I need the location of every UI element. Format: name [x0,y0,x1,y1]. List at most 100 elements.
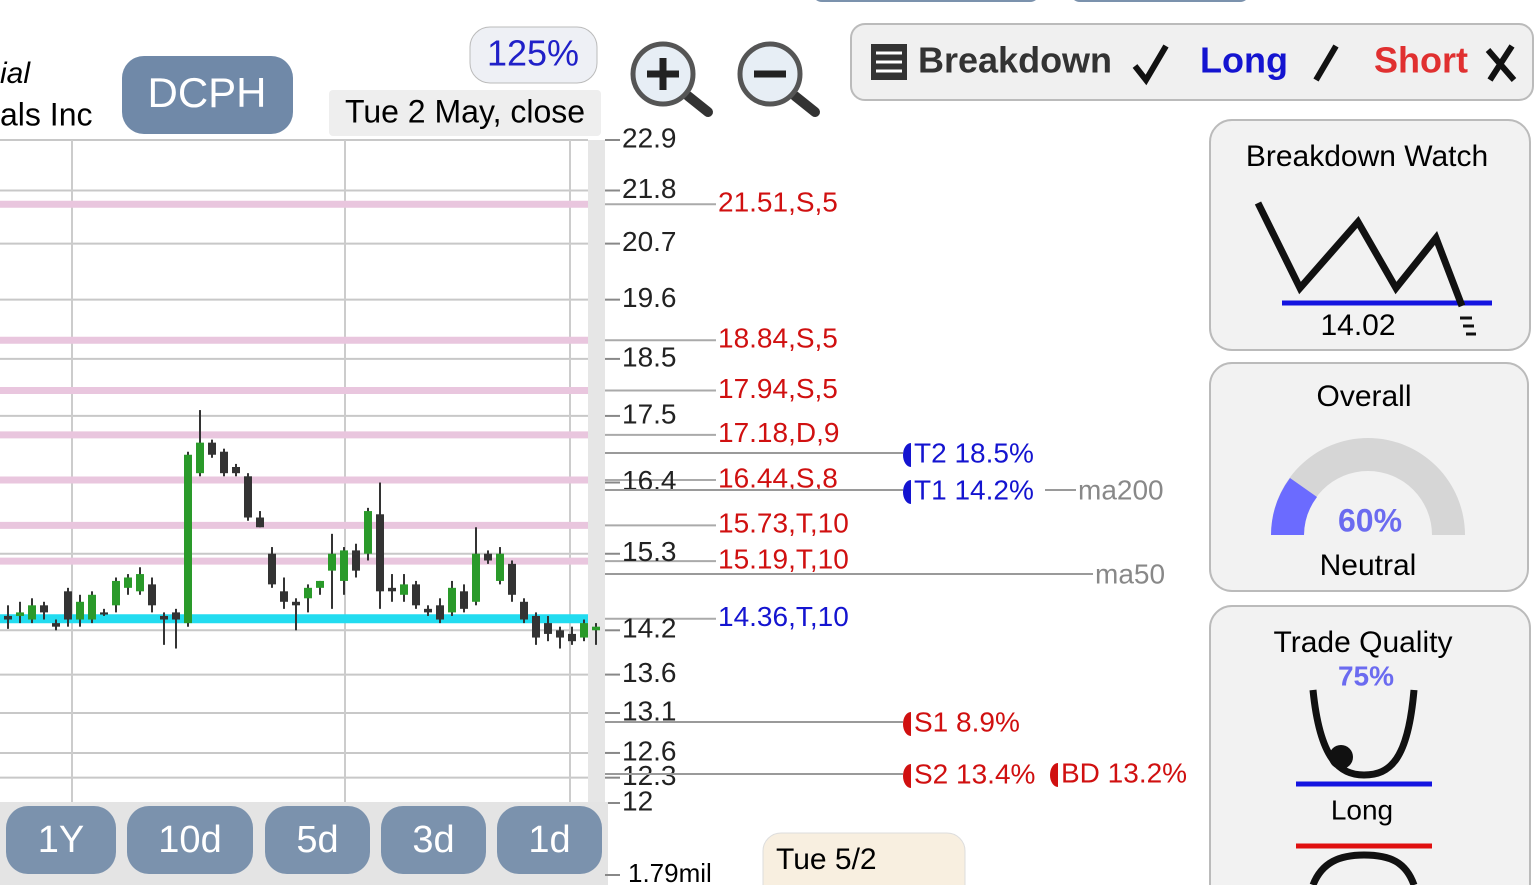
price-strip [588,140,605,805]
ticker-button[interactable] [122,56,293,134]
mode-short[interactable]: Short [1374,40,1468,81]
zoom-badge[interactable] [469,26,598,84]
pattern-icon [1460,316,1476,336]
date-label: Tue 2 May, close [345,93,585,129]
marker-tab [903,480,911,504]
candle-body [256,517,264,528]
candle-body [196,442,204,474]
candle-body [400,584,408,595]
panel-value: 60% [1338,502,1402,538]
mode-long[interactable]: Long [1200,40,1288,81]
panel-label: Neutral [1320,549,1417,582]
range-button[interactable] [265,806,370,874]
panel[interactable] [1209,119,1531,351]
zoom-in[interactable] [630,41,713,117]
panel[interactable] [1209,605,1531,885]
company-name: als Inc [0,96,92,132]
candle-body [292,601,300,606]
panel-value: 75% [1338,660,1394,691]
y-tick-label: 20.7 [622,226,677,257]
top-button[interactable] [1070,0,1250,2]
panel-label: Long [1331,794,1393,825]
y-tick-label: 22.9 [622,122,677,153]
quality-icon [1309,851,1418,885]
candle-body [520,601,528,620]
candle-body [172,612,180,620]
candle-body [532,615,540,638]
candles [4,410,600,649]
candle-body [148,584,156,606]
gauge-fill [1271,478,1317,535]
level-label: 14.36,T,10 [718,601,849,632]
candle-body [364,511,372,554]
candle-body [592,626,600,631]
candle-body [52,623,60,627]
candle-body [316,580,324,588]
levels: 21.51,S,5 18.84,S,5 17.94,S,5 17.18,D,9 16.4… [0,187,849,632]
marker-label: ma200 [1078,474,1164,505]
ticker: DCPH [147,69,266,116]
range-label: 5d [296,819,338,861]
candle-body [160,615,168,620]
range-label: 1d [528,819,570,861]
y-tick-label: 13.6 [622,657,677,688]
panel-title: Breakdown Watch [1246,140,1488,173]
range-label: 3d [412,819,454,861]
marker-tab [903,764,911,788]
quality-dot [1329,745,1353,769]
level-label: 15.73,T,10 [718,508,849,539]
candle-body [508,563,516,595]
range-label: 10d [158,819,221,861]
candle-body [100,612,108,615]
level-label: 16.44,S,8 [718,462,838,493]
range-button[interactable] [497,806,602,874]
range-button[interactable] [6,806,116,874]
candle-body [568,633,576,642]
range-button[interactable] [127,806,253,874]
y-tick-label: 16.4 [622,465,677,496]
range-button[interactable] [381,806,486,874]
company-name: ial [0,57,31,90]
date-box [329,90,601,136]
slash-icon [1313,44,1339,82]
candle-body [208,442,216,455]
marker-label: S1 8.9% [914,706,1020,737]
candle-body [268,553,276,585]
level-label: 18.84,S,5 [718,323,838,354]
top-button[interactable] [812,0,1040,2]
candle-body [184,454,192,624]
candle-body [280,591,288,602]
mode-breakdown[interactable]: Breakdown [918,40,1112,81]
candle-body [424,608,432,613]
volume-label: 1.79mil [628,858,712,885]
candle-body [4,615,12,620]
candle-body [376,514,384,592]
candle-body [220,451,228,474]
candle-body [448,587,456,613]
level-label: 17.94,S,5 [718,373,838,404]
candle-body [88,594,96,620]
candle-body [40,605,48,613]
y-tick-label: 19.6 [622,282,677,313]
panel-title: Overall [1316,380,1411,413]
grid [0,139,588,804]
price-axis: 22.9 21.8 20.7 19.6 18.5 17.5 16.4 15.3 14.2 13.6… [605,122,677,816]
menu-icon[interactable] [871,44,907,80]
mode-toolbar [850,23,1534,101]
marker-tab [1050,763,1058,787]
candle-body [472,553,480,602]
y-tick-label: 14.2 [622,613,677,644]
candle-body [112,580,120,606]
y-tick-label: 15.3 [622,536,677,567]
marker-label: T2 18.5% [914,437,1034,468]
marker-label: BD 13.2% [1061,757,1187,788]
footer-date-box [762,832,966,885]
range-buttons: 1Y 10d 5d 3d 1d [6,806,602,874]
footer-date: Tue 5/2 [776,843,877,876]
marker-label: T1 14.2% [914,474,1034,505]
zoom-out[interactable] [737,41,820,117]
candle-body [340,550,348,581]
zoom-level: 125% [487,33,579,74]
